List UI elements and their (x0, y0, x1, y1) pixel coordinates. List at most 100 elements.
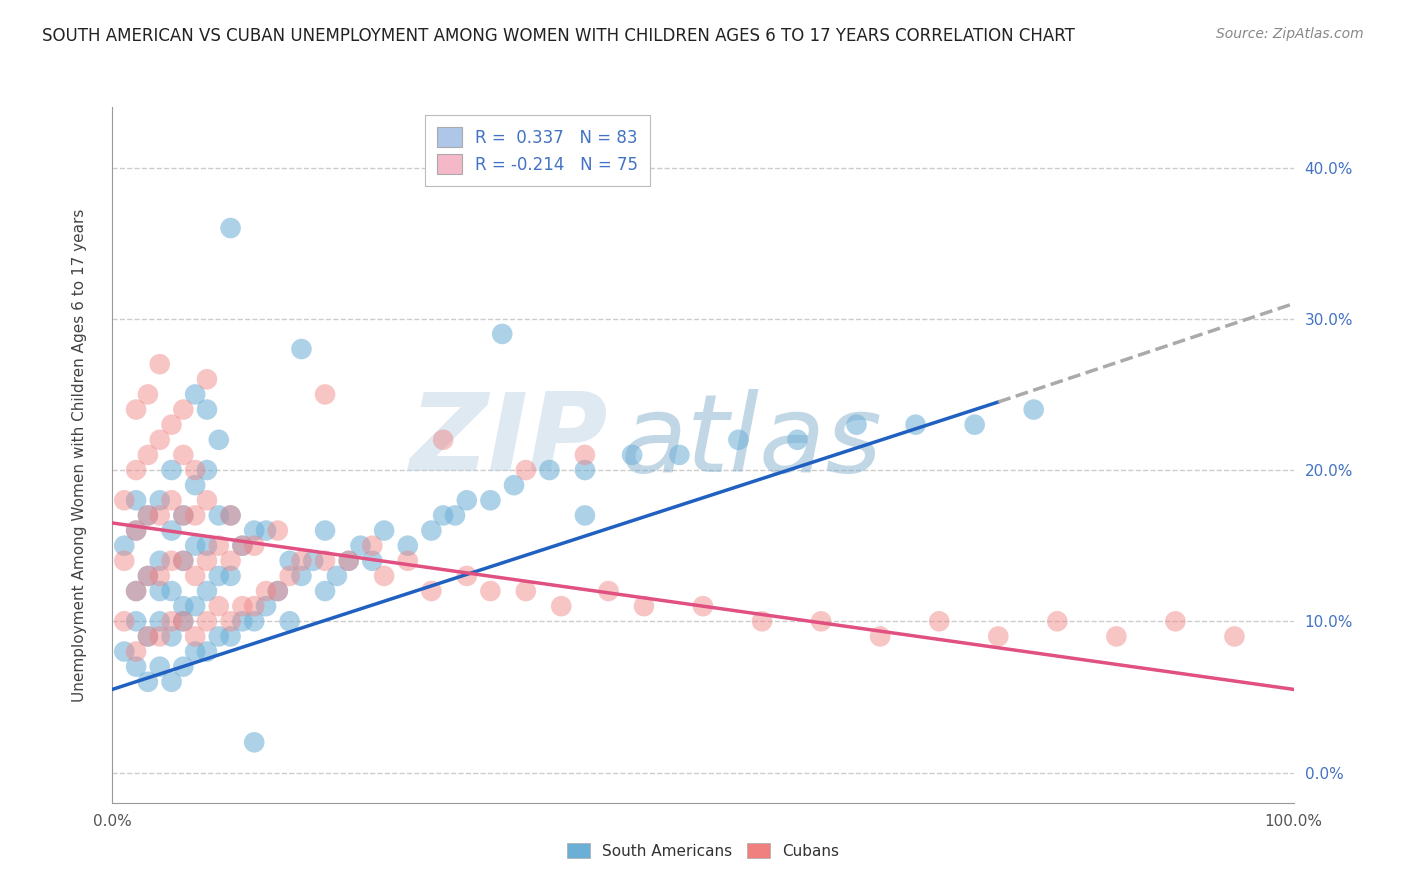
Point (963, 417, 986, 432)
Point (136, 387, 159, 401)
Point (160, 615, 183, 629)
Point (112, 615, 135, 629)
Point (1022, 402, 1045, 417)
Point (479, 493, 502, 508)
Point (231, 599, 253, 614)
Point (515, 584, 537, 599)
Point (208, 599, 231, 614)
Point (160, 554, 183, 568)
Point (172, 615, 194, 629)
Point (172, 554, 194, 568)
Point (574, 448, 596, 462)
Point (195, 644, 218, 658)
Point (125, 524, 148, 538)
Point (184, 629, 207, 643)
Point (184, 599, 207, 614)
Point (219, 629, 242, 643)
Point (869, 629, 891, 643)
Point (574, 508, 596, 523)
Point (810, 615, 832, 629)
Point (125, 493, 148, 508)
Point (112, 644, 135, 658)
Point (515, 463, 537, 477)
Point (136, 508, 159, 523)
Text: Source: ZipAtlas.com: Source: ZipAtlas.com (1216, 27, 1364, 41)
Point (184, 644, 207, 658)
Point (290, 342, 312, 356)
Point (432, 433, 454, 447)
Point (219, 508, 242, 523)
Point (195, 539, 218, 553)
Point (149, 569, 172, 583)
Point (125, 584, 148, 599)
Point (112, 554, 135, 568)
Point (278, 554, 301, 568)
Point (444, 508, 467, 523)
Point (231, 615, 253, 629)
Point (1046, 615, 1069, 629)
Point (337, 554, 360, 568)
Point (503, 478, 526, 492)
Point (692, 599, 714, 614)
Point (243, 735, 266, 749)
Point (136, 448, 159, 462)
Point (254, 584, 277, 599)
Point (172, 402, 194, 417)
Point (172, 448, 194, 462)
Point (231, 539, 253, 553)
Point (420, 524, 443, 538)
Point (160, 584, 183, 599)
Point (267, 584, 290, 599)
Point (149, 629, 172, 643)
Point (314, 524, 336, 538)
Point (149, 615, 172, 629)
Y-axis label: Unemployment Among Women with Children Ages 6 to 17 years: Unemployment Among Women with Children A… (73, 208, 87, 702)
Point (195, 615, 218, 629)
Point (420, 584, 443, 599)
Point (928, 615, 950, 629)
Point (149, 554, 172, 568)
Point (125, 644, 148, 658)
Point (396, 539, 419, 553)
Point (172, 615, 194, 629)
Point (195, 554, 218, 568)
Point (456, 493, 478, 508)
Point (184, 539, 207, 553)
Point (160, 524, 183, 538)
Point (195, 402, 218, 417)
Point (184, 508, 207, 523)
Point (149, 584, 172, 599)
Point (112, 493, 135, 508)
Point (149, 659, 172, 673)
Point (208, 569, 231, 583)
Point (172, 599, 194, 614)
Point (751, 615, 773, 629)
Point (538, 463, 561, 477)
Point (125, 524, 148, 538)
Point (254, 599, 277, 614)
Point (172, 659, 194, 673)
Point (727, 433, 749, 447)
Point (267, 584, 290, 599)
Point (314, 387, 336, 401)
Point (786, 433, 808, 447)
Point (243, 599, 266, 614)
Point (172, 508, 194, 523)
Point (112, 539, 135, 553)
Point (208, 629, 231, 643)
Point (136, 569, 159, 583)
Point (172, 554, 194, 568)
Point (243, 615, 266, 629)
Point (149, 508, 172, 523)
Point (349, 539, 371, 553)
Point (195, 584, 218, 599)
Point (160, 417, 183, 432)
Point (184, 387, 207, 401)
Point (184, 463, 207, 477)
Point (550, 599, 572, 614)
Point (160, 463, 183, 477)
Point (326, 569, 349, 583)
Point (361, 554, 384, 568)
Point (302, 554, 325, 568)
Point (219, 508, 242, 523)
